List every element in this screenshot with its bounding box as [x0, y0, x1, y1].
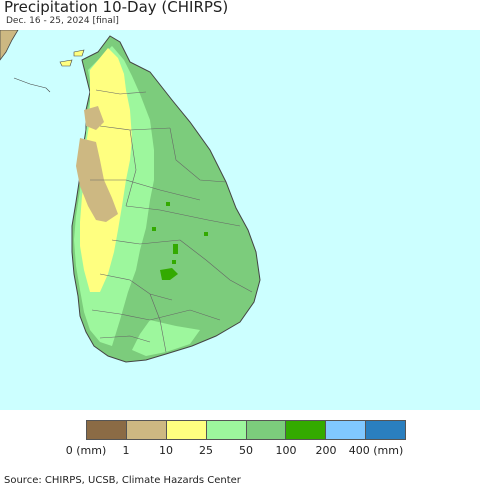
wettest-patch-6 [160, 268, 178, 280]
wettest-patch-3 [204, 232, 208, 236]
jaffna-islets [59, 59, 73, 67]
legend-label-7: 400 (mm) [348, 444, 404, 457]
legend-swatch-1 [126, 421, 167, 439]
jaffna-islet-2 [73, 49, 85, 57]
map-subtitle: Dec. 16 - 25, 2024 [final] [6, 16, 119, 26]
legend-label-2: 10 [159, 444, 173, 457]
source-credit: Source: CHIRPS, UCSB, Climate Hazards Ce… [4, 475, 241, 486]
district-boundaries [90, 89, 253, 353]
wettest-patch-1 [166, 202, 170, 206]
legend-label-4: 50 [239, 444, 253, 457]
driest-zone-north [84, 106, 104, 130]
legend-swatch-7 [366, 421, 405, 439]
wettest-patch-4 [173, 244, 178, 254]
map-frame [0, 30, 480, 410]
legend-bar [86, 420, 406, 440]
legend-swatch-5 [286, 421, 327, 439]
map-title: Precipitation 10-Day (CHIRPS) [4, 0, 229, 16]
adams-bridge [13, 77, 51, 93]
legend-label-6: 200 [315, 444, 337, 457]
legend-swatch-4 [246, 421, 287, 439]
legend-label-1: 1 [122, 444, 130, 457]
legend-label-5: 100 [275, 444, 297, 457]
legend-swatch-6 [326, 421, 367, 439]
wettest-patch-5 [172, 260, 176, 264]
legend-label-0: 0 (mm) [65, 444, 107, 457]
legend-swatch-0 [87, 421, 127, 439]
india-coast [0, 30, 19, 61]
sri-lanka-map [0, 30, 480, 410]
legend-label-3: 25 [199, 444, 213, 457]
wettest-patch-2 [152, 227, 156, 231]
legend-swatch-2 [166, 421, 207, 439]
moderate-south [132, 320, 200, 356]
legend-swatch-3 [206, 421, 247, 439]
